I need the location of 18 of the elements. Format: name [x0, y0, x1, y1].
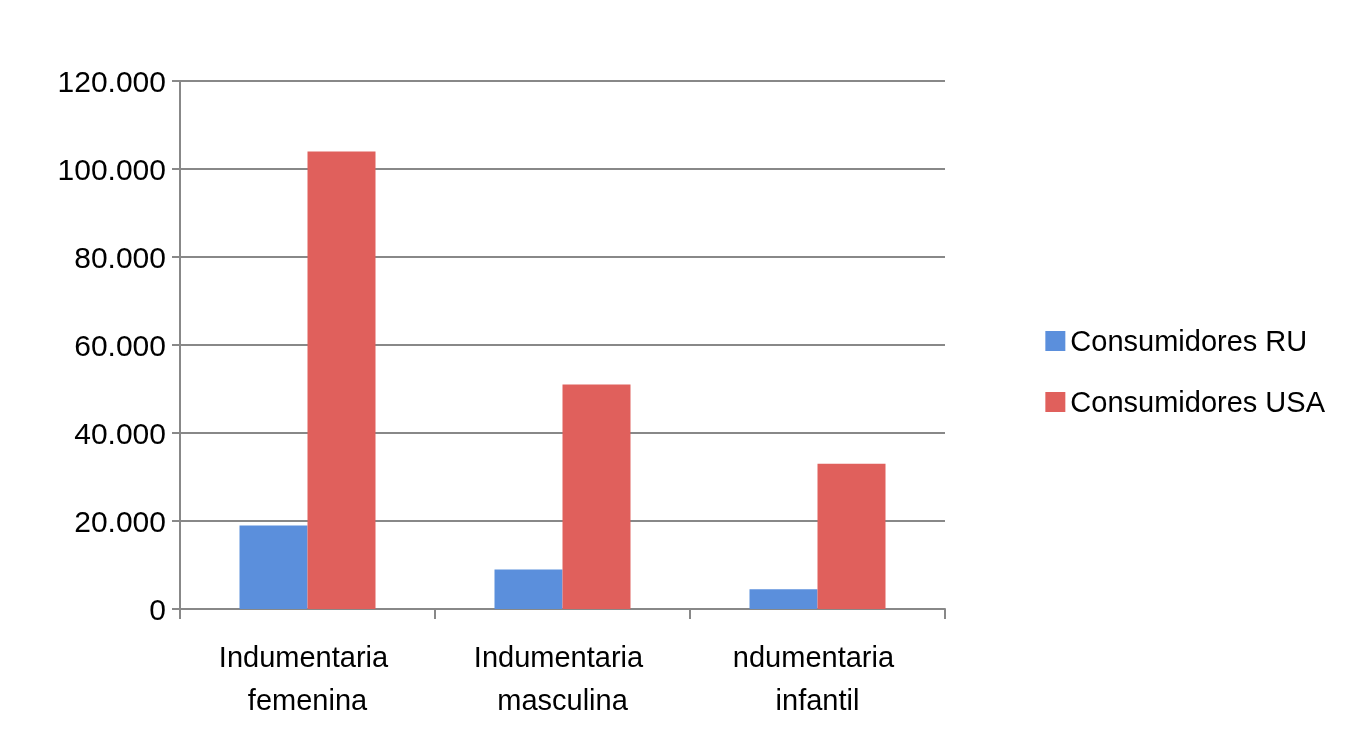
y-tick-label: 60.000	[74, 328, 166, 362]
x-tick-label: Indumentaria femenina	[218, 640, 397, 716]
y-tick-label: 40.000	[74, 416, 166, 450]
bar	[239, 525, 308, 609]
x-tick-label: ndumentaria infantil	[732, 640, 903, 716]
y-tick-label: 100.000	[57, 152, 166, 186]
x-tick-label: Indumentaria masculina	[473, 640, 652, 716]
bar	[562, 384, 631, 609]
legend-label: Consumidores RU	[1070, 325, 1308, 357]
y-tick-label: 80.000	[74, 240, 166, 274]
legend-label: Consumidores USA	[1070, 386, 1326, 418]
y-tick-label: 120.000	[57, 64, 166, 98]
bar	[817, 463, 886, 609]
bar	[749, 589, 818, 609]
bar	[307, 151, 376, 609]
bar	[494, 569, 563, 609]
y-tick-label: 0	[149, 592, 166, 626]
y-tick-label: 20.000	[74, 504, 166, 538]
